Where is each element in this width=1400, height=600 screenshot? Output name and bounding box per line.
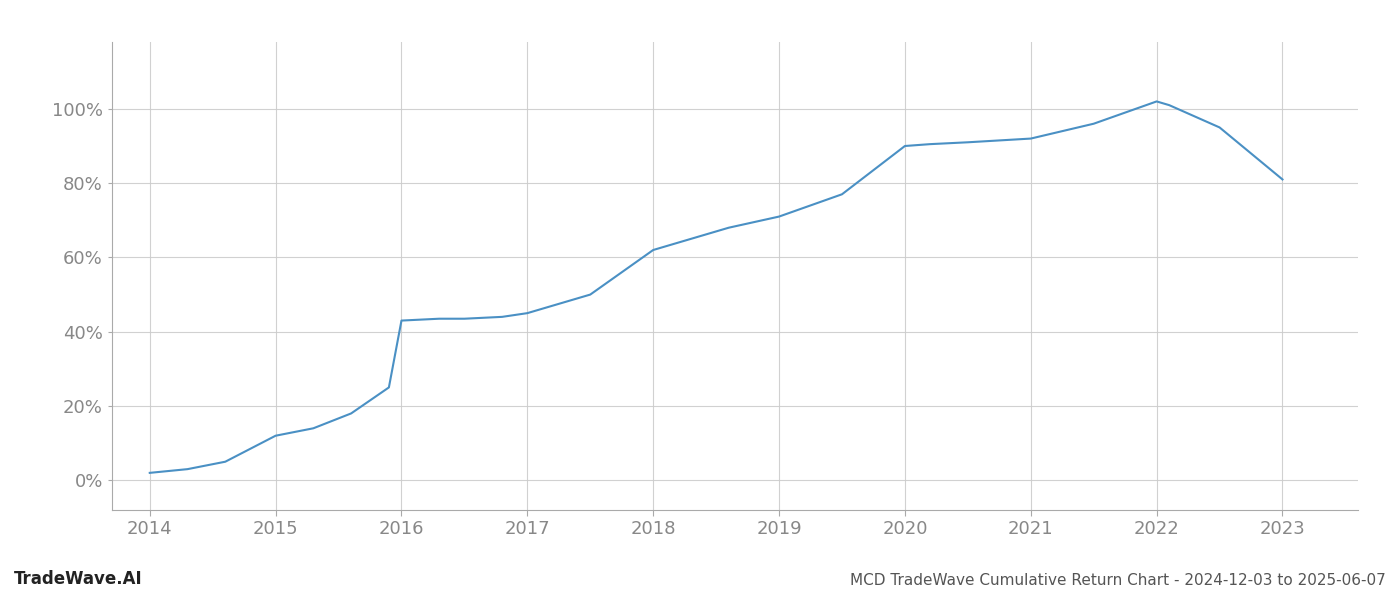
Text: TradeWave.AI: TradeWave.AI (14, 570, 143, 588)
Text: MCD TradeWave Cumulative Return Chart - 2024-12-03 to 2025-06-07: MCD TradeWave Cumulative Return Chart - … (850, 573, 1386, 588)
